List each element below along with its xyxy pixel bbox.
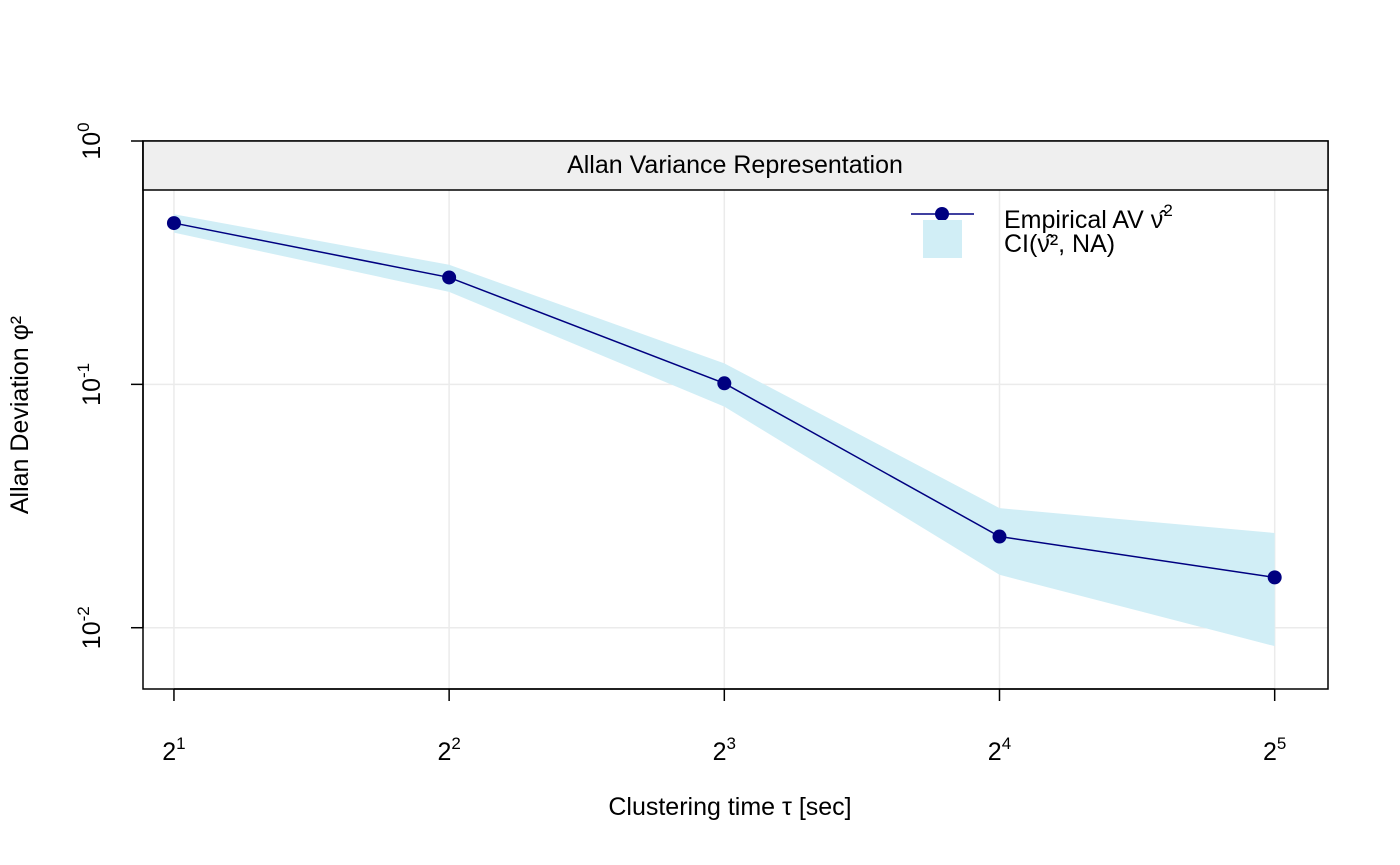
x-tick-label-base: 2 (437, 738, 451, 766)
x-tick-label-base: 2 (988, 738, 1002, 766)
y-tick-label: 100 (74, 122, 106, 159)
x-tick-label-exp: 3 (727, 734, 736, 753)
y-tick-label-base: 10 (78, 132, 106, 160)
y-tick-label-base: 10 (78, 378, 106, 406)
x-tick-label-base: 2 (1263, 738, 1277, 766)
x-tick-label: 24 (988, 734, 1011, 766)
empirical-av-point (1267, 570, 1282, 585)
y-tick-label-base: 10 (78, 621, 106, 649)
x-tick-label-exp: 1 (176, 734, 185, 753)
empirical-av-point (992, 529, 1007, 544)
legend-point-swatch (935, 207, 949, 221)
y-tick-label: 10-2 (74, 606, 106, 649)
x-tick-label: 22 (437, 734, 460, 766)
legend-label-empirical: Empirical AV ν̂2 (1004, 201, 1173, 234)
panel-header (142, 140, 1329, 191)
legend-label-empirical-sup: 2 (1163, 201, 1172, 220)
x-tick-label: 23 (713, 734, 736, 766)
legend-band-swatch (923, 220, 962, 258)
x-tick-label-exp: 2 (451, 734, 460, 753)
empirical-av-point (166, 216, 181, 231)
x-tick-label: 21 (162, 734, 185, 766)
x-tick-label-base: 2 (162, 738, 176, 766)
x-tick-label: 25 (1263, 734, 1286, 766)
legend-label-empirical-main: Empirical AV ν̂ (1004, 206, 1168, 234)
y-tick-label-exp: -1 (74, 363, 93, 378)
legend-label-ci: CI(ν̂², NA) (1004, 230, 1115, 258)
y-tick-label: 10-1 (74, 363, 106, 406)
chart-title: Allan Variance Representation (567, 151, 903, 179)
x-tick-label-base: 2 (713, 738, 727, 766)
x-tick-label-exp: 4 (1002, 734, 1011, 753)
empirical-av-point (442, 270, 457, 285)
x-tick-label-exp: 5 (1277, 734, 1286, 753)
x-axis-ticks: 21 22 23 24 25 (162, 688, 1286, 766)
series-points-layer (166, 216, 1282, 585)
grid-lines (143, 190, 1328, 689)
empirical-av-point (717, 376, 732, 391)
y-tick-label-exp: 0 (74, 122, 93, 131)
x-axis-title: Clustering time τ [sec] (608, 793, 851, 821)
y-axis-title: Allan Deviation φ² (6, 316, 34, 514)
y-tick-label-exp: -2 (74, 606, 93, 621)
legend: Empirical AV ν̂2 CI(ν̂², NA) (911, 201, 1173, 258)
